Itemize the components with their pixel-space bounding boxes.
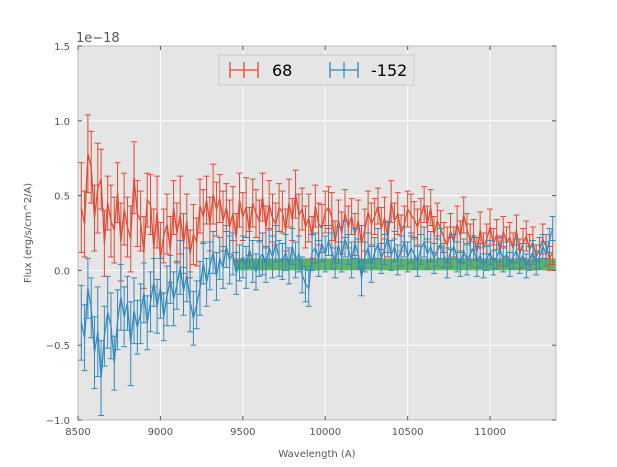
plot-frame bbox=[77, 45, 557, 421]
y-tick-label: 1.0 bbox=[54, 117, 70, 128]
y-axis-label: Flux (erg/s/cm^2/A) bbox=[23, 183, 34, 283]
x-tick-label: 10500 bbox=[392, 427, 424, 438]
legend-label-152: -152 bbox=[371, 61, 407, 80]
series-line bbox=[80, 153, 554, 261]
x-tick-label: 9500 bbox=[230, 427, 255, 438]
y-offset-text: 1e−18 bbox=[76, 31, 120, 46]
series-152 bbox=[78, 216, 556, 417]
series-layer bbox=[78, 114, 556, 417]
legend-marker-68 bbox=[229, 62, 259, 78]
y-tick-label: 0.5 bbox=[54, 192, 70, 203]
legend: 68 -152 bbox=[218, 54, 415, 86]
x-tick-label: 8500 bbox=[65, 427, 90, 438]
band-layer bbox=[234, 258, 556, 271]
legend-label-68: 68 bbox=[272, 61, 292, 80]
y-tick-label: −0.5 bbox=[46, 341, 70, 352]
y-tick-label: 0.0 bbox=[54, 266, 70, 277]
series-line bbox=[80, 228, 554, 379]
axis-ticks bbox=[77, 45, 556, 421]
x-tick-label: 10000 bbox=[309, 427, 341, 438]
x-tick-label: 9000 bbox=[148, 427, 173, 438]
legend-marker-152 bbox=[329, 62, 359, 78]
x-axis-label: Wavelength (A) bbox=[278, 449, 355, 460]
x-tick-label: 11000 bbox=[474, 427, 506, 438]
y-tick-label: 1.5 bbox=[54, 42, 70, 53]
green-band bbox=[234, 258, 556, 271]
y-tick-label: −1.0 bbox=[46, 416, 70, 427]
axis-tick-labels: 8500 9000 9500 10000 10500 11000 −1.0 −0.5 0.0 0.… bbox=[46, 42, 506, 438]
